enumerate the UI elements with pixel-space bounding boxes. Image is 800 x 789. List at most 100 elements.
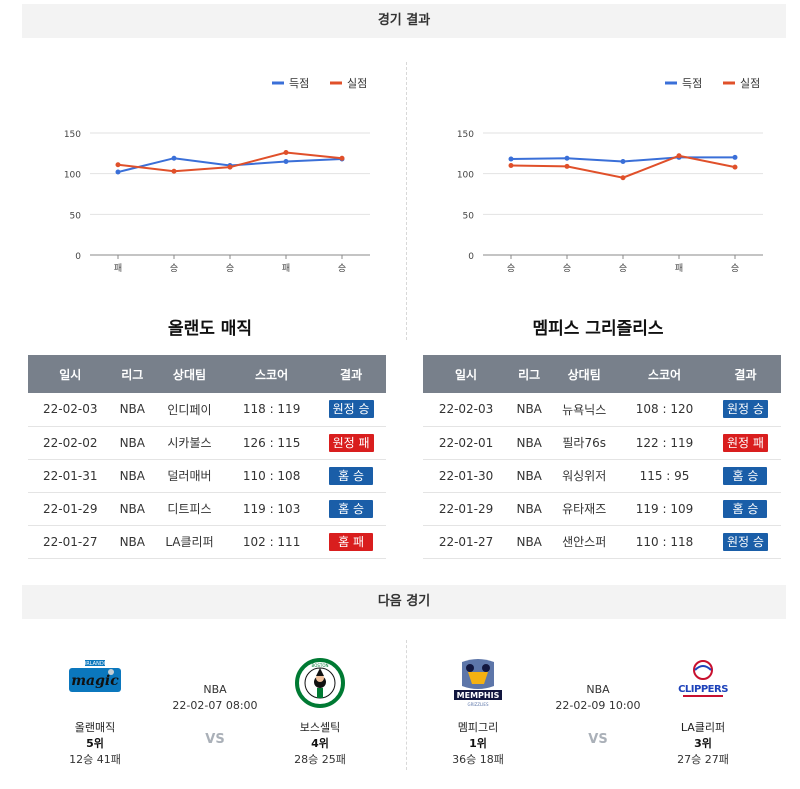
data-point [620, 158, 626, 164]
cell-result: 원정 승 [709, 393, 781, 427]
vs-label: VS [205, 732, 225, 747]
cell-score: 110 : 108 [226, 459, 317, 493]
game-datetime: 22-02-09 10:00 [555, 699, 641, 712]
cell-date: 22-01-27 [423, 525, 510, 559]
chart-orlando-svg: 득점 실점 0 50 100 150 패 승 승 패 승 [64, 77, 370, 274]
game-datetime: 22-02-07 08:00 [172, 699, 258, 712]
next-game-1-info: NBA 22-02-07 08:00 [165, 683, 265, 712]
legend-label-allowed: 실점 [347, 77, 367, 90]
cell-date: 22-01-30 [423, 459, 510, 493]
orlando-magic-logo-icon: ORLANDO magic [69, 660, 121, 692]
y-tick-label: 100 [64, 171, 81, 181]
cell-opponent: 유타재즈 [549, 492, 620, 526]
table-header-row: 일시 리그 상대팀 스코어 결과 [28, 355, 386, 393]
svg-text:GRIZZLIES: GRIZZLIES [467, 702, 488, 707]
team-title-memphis: 멤피스 그리즐리스 [532, 319, 664, 339]
col-league: 리그 [112, 355, 152, 393]
cell-score: 110 : 118 [619, 525, 710, 559]
cell-result: 원정 승 [709, 525, 781, 559]
cell-opponent: 샌안스퍼 [549, 525, 620, 559]
y-tick-label: 50 [463, 211, 475, 221]
y-tick-label: 150 [457, 130, 474, 140]
cell-league: NBA [112, 459, 152, 493]
col-date: 일시 [28, 355, 113, 393]
results-header: 경기 결과 [22, 4, 786, 38]
cell-opponent: 덜러매버 [152, 459, 227, 493]
team-name: 올랜매직 [74, 721, 116, 734]
cell-score: 108 : 120 [619, 393, 710, 427]
result-badge: 원정 패 [328, 433, 374, 452]
cell-league: NBA [112, 492, 152, 526]
col-score: 스코어 [619, 355, 710, 393]
table-row: 22-01-27 NBA LA클리퍼 102 : 111 홈 패 [28, 525, 386, 559]
table-row: 22-01-27 NBA 샌안스퍼 110 : 118 원정 승 [423, 525, 781, 559]
y-tick-label: 150 [64, 130, 81, 140]
cell-league: NBA [112, 525, 152, 559]
results-table-orlando: 일시 리그 상대팀 스코어 결과 22-02-03 NBA 인디페이 118 : 11… [28, 355, 386, 559]
data-point [676, 153, 682, 159]
la-clippers-logo-icon: CLIPPERS [678, 660, 729, 697]
cell-date: 22-01-31 [28, 459, 113, 493]
cell-score: 102 : 111 [226, 525, 317, 559]
table-row: 22-01-29 NBA 디트피스 119 : 103 홈 승 [28, 492, 386, 526]
legend-label-scored: 득점 [289, 77, 309, 90]
next-game-1-home: ORLANDO magic 올랜매직 5위 12승 41패 [50, 658, 140, 767]
result-badge: 홈 승 [723, 466, 768, 485]
vs-label: VS [588, 732, 608, 747]
legend-label-scored: 득점 [682, 77, 702, 90]
cell-opponent: LA클리퍼 [152, 525, 227, 559]
cell-score: 126 : 115 [226, 426, 317, 460]
y-tick-label: 0 [468, 252, 474, 262]
cell-result: 홈 승 [709, 492, 781, 526]
boston-celtics-logo-icon: BOSTON [295, 658, 345, 708]
next-games-divider [406, 640, 407, 770]
cell-opponent: 필라76s [549, 426, 620, 460]
cell-date: 22-01-29 [28, 492, 113, 526]
cell-result: 홈 승 [316, 459, 386, 493]
team-rank: 3위 [694, 737, 712, 750]
table-row: 22-02-03 NBA 인디페이 118 : 119 원정 승 [28, 393, 386, 427]
table-row: 22-01-31 NBA 덜러매버 110 : 108 홈 승 [28, 459, 386, 493]
y-tick-label: 0 [75, 252, 81, 262]
x-tick-label: 승 [507, 263, 515, 274]
next-game-1-away: BOSTON 보스셀틱 4위 28승 25패 [275, 658, 365, 767]
x-tick-label: 승 [338, 263, 346, 274]
legend-label-allowed: 실점 [740, 77, 760, 90]
result-badge: 원정 승 [328, 400, 374, 419]
cell-result: 홈 승 [709, 459, 781, 493]
x-tick-label: 승 [619, 263, 627, 274]
next-game-2-home: MEMPHIS GRIZZLIES 멤피그리 1위 36승 18패 [433, 658, 523, 767]
svg-text:ORLANDO: ORLANDO [82, 661, 107, 667]
cell-league: NBA [112, 393, 152, 427]
next-game-2-info: NBA 22-02-09 10:00 [548, 683, 648, 712]
data-point [732, 154, 738, 160]
svg-text:CLIPPERS: CLIPPERS [678, 684, 728, 695]
cell-result: 홈 승 [316, 492, 386, 526]
cell-score: 119 : 103 [226, 492, 317, 526]
team-rank: 5위 [86, 737, 104, 750]
cell-opponent: 워싱위저 [549, 459, 620, 493]
team-title-orlando: 올랜도 매직 [167, 319, 253, 339]
table-row: 22-02-03 NBA 뉴욕닉스 108 : 120 원정 승 [423, 393, 781, 427]
cell-date: 22-02-03 [423, 393, 510, 427]
col-opponent: 상대팀 [152, 355, 227, 393]
cell-result: 원정 승 [316, 393, 386, 427]
data-point [115, 169, 121, 175]
data-point [508, 156, 514, 162]
cell-league: NBA [509, 525, 550, 559]
data-point [115, 162, 121, 168]
team-record: 27승 27패 [677, 753, 729, 766]
table-row: 22-02-02 NBA 시카불스 126 : 115 원정 패 [28, 426, 386, 460]
team-rank: 1위 [469, 737, 487, 750]
table-row: 22-01-30 NBA 워싱위저 115 : 95 홈 승 [423, 459, 781, 493]
col-league: 리그 [509, 355, 550, 393]
y-tick-label: 50 [70, 211, 82, 221]
results-table-memphis: 일시 리그 상대팀 스코어 결과 22-02-03 NBA 뉴욕닉스 108 : 12… [423, 355, 781, 559]
chart-memphis-svg: 득점 실점 0 50 100 150 승 승 승 패 승 [457, 77, 763, 274]
cell-score: 115 : 95 [619, 459, 710, 493]
league-label: NBA [203, 683, 227, 696]
col-result: 결과 [316, 355, 386, 393]
result-badge: 원정 승 [723, 532, 768, 551]
col-date: 일시 [423, 355, 510, 393]
cell-result: 홈 패 [316, 525, 386, 559]
